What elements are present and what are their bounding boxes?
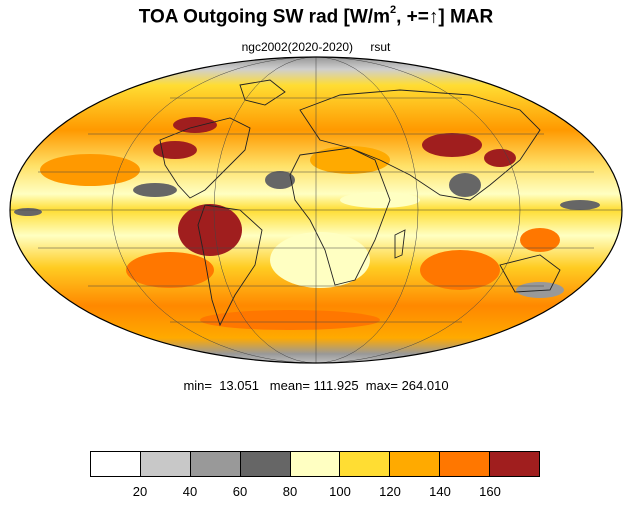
colorbar-tick-label: 140 (429, 484, 451, 499)
colorbar-swatch (190, 452, 241, 476)
colorbar-swatch (340, 452, 391, 476)
subtitle-variable: rsut (370, 40, 391, 54)
colorbar-tick-label: 40 (182, 484, 198, 499)
colorbar-tick-label: 120 (379, 484, 401, 499)
map-border (9, 56, 623, 364)
colorbar-swatch (390, 452, 441, 476)
colorbar (90, 451, 540, 477)
field-blobs (14, 117, 600, 330)
colorbar-tick-label: 80 (282, 484, 298, 499)
world-map (9, 56, 623, 364)
colorbar-swatch (290, 452, 341, 476)
title-suffix: , +=↑] MAR (396, 6, 494, 28)
plot-subtitle: ngc2002(2020-2020) rsut (0, 40, 632, 54)
plot-title: TOA Outgoing SW rad [W/m2, +=↑] MAR (0, 4, 632, 28)
colorbar-tick-label: 100 (329, 484, 351, 499)
title-superscript: 2 (389, 4, 397, 16)
colorbar-tick-label: 20 (132, 484, 148, 499)
coastlines (159, 79, 561, 327)
colorbar-tick-label: 160 (479, 484, 501, 499)
colorbar-swatch (240, 452, 291, 476)
colorbar-tick-label: 60 (232, 484, 248, 499)
title-prefix: TOA Outgoing SW rad [W/m (138, 6, 390, 28)
colorbar-swatch (490, 452, 540, 476)
colorbar-swatch (91, 452, 141, 476)
subtitle-run: ngc2002(2020-2020) (241, 40, 354, 54)
colorbar-swatch (140, 452, 191, 476)
colorbar-swatch (440, 452, 491, 476)
statistics-line: min= 13.051 mean= 111.925 max= 264.010 (183, 378, 449, 393)
